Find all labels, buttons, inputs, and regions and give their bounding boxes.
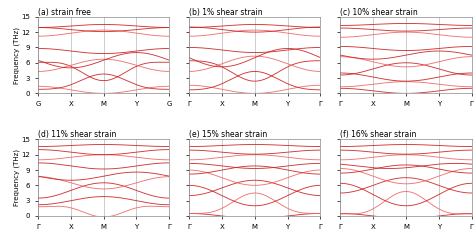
Y-axis label: Frequency (THz): Frequency (THz) (14, 149, 20, 206)
Y-axis label: Frequency (THz): Frequency (THz) (14, 27, 20, 84)
Text: (f) 16% shear strain: (f) 16% shear strain (340, 130, 417, 139)
Text: (a) strain free: (a) strain free (38, 8, 91, 17)
Text: (c) 10% shear strain: (c) 10% shear strain (340, 8, 418, 17)
Text: (b) 1% shear strain: (b) 1% shear strain (189, 8, 263, 17)
Text: (d) 11% shear strain: (d) 11% shear strain (38, 130, 116, 139)
Text: (e) 15% shear strain: (e) 15% shear strain (189, 130, 267, 139)
